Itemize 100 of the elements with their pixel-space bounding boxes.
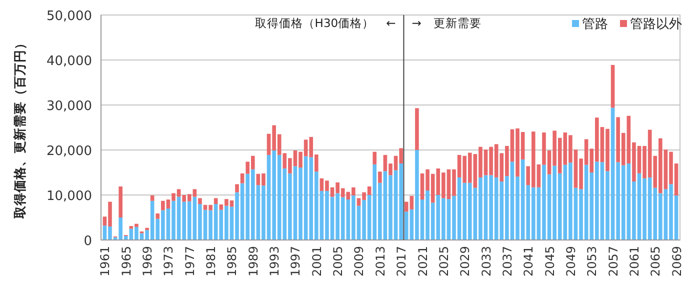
bar xyxy=(330,187,334,197)
bar xyxy=(542,132,546,165)
x-tick-label: 2049 xyxy=(564,246,578,277)
bar xyxy=(552,166,556,240)
bar xyxy=(574,188,578,240)
x-tick-label: 2033 xyxy=(479,246,494,277)
x-tick-label: 2057 xyxy=(606,246,620,277)
bar xyxy=(563,132,568,165)
bar xyxy=(235,184,239,192)
bar xyxy=(134,226,138,240)
x-tick-label: 2021 xyxy=(416,246,430,277)
x-tick-label: 2065 xyxy=(648,246,663,277)
bar xyxy=(145,230,149,240)
bar xyxy=(531,187,536,240)
bar xyxy=(552,130,556,166)
bar xyxy=(388,175,392,240)
x-tick-label: 1981 xyxy=(204,246,218,277)
bar xyxy=(367,195,372,240)
bar xyxy=(500,182,504,240)
bar xyxy=(340,188,345,198)
bar xyxy=(304,156,308,240)
bar xyxy=(621,132,626,166)
bar xyxy=(510,162,514,240)
bar xyxy=(224,206,228,240)
bar xyxy=(626,164,631,240)
y-tick-label: 10,000 xyxy=(46,189,92,204)
bar xyxy=(176,189,181,197)
legend-label: 管路以外 xyxy=(630,17,682,32)
bar xyxy=(404,202,408,212)
bar xyxy=(293,166,298,240)
y-tick-label: 30,000 xyxy=(46,99,92,114)
bar xyxy=(277,154,282,240)
bar xyxy=(250,156,255,170)
bar xyxy=(362,200,366,240)
bar xyxy=(642,178,646,240)
x-tick-label: 2001 xyxy=(310,246,324,277)
bar xyxy=(426,169,430,190)
bar xyxy=(516,128,520,177)
bar xyxy=(536,164,541,188)
bar xyxy=(442,172,446,198)
bar xyxy=(161,200,165,210)
bar xyxy=(262,173,266,186)
x-tick-label: 2069 xyxy=(670,246,684,277)
bar xyxy=(674,195,678,240)
bar xyxy=(536,187,541,240)
bar xyxy=(394,156,398,170)
bar xyxy=(352,195,356,240)
bar xyxy=(118,218,122,240)
bar xyxy=(606,171,610,240)
bar xyxy=(669,184,673,240)
bar xyxy=(156,218,160,240)
bar xyxy=(600,127,604,162)
bar xyxy=(452,196,456,240)
bar xyxy=(563,164,568,240)
x-tick-label: 2025 xyxy=(436,246,451,277)
bar xyxy=(298,168,302,240)
bar xyxy=(378,172,382,183)
x-tick-label: 2029 xyxy=(458,246,472,277)
bar xyxy=(547,150,552,174)
bar xyxy=(134,224,138,227)
bar xyxy=(352,187,356,196)
bar xyxy=(430,202,435,240)
bar xyxy=(526,185,530,240)
bar xyxy=(166,200,170,208)
bar xyxy=(108,202,112,226)
bar xyxy=(484,175,488,240)
bar xyxy=(309,157,314,240)
bar xyxy=(590,172,594,240)
bar xyxy=(362,192,366,200)
bar xyxy=(574,150,578,188)
bar xyxy=(336,193,340,240)
bar xyxy=(330,196,334,240)
bar xyxy=(246,162,250,174)
bar xyxy=(584,139,588,165)
bar xyxy=(600,162,604,240)
bar xyxy=(378,182,382,240)
bar xyxy=(356,206,361,240)
bar xyxy=(658,193,662,240)
bar xyxy=(669,152,673,184)
bar xyxy=(579,158,583,190)
bar xyxy=(468,182,472,240)
bar xyxy=(124,236,128,240)
y-axis-title: 取得価格、更新需要（百万円） xyxy=(12,36,27,220)
bar xyxy=(293,150,298,166)
bar xyxy=(436,168,440,195)
bar xyxy=(340,197,345,240)
bar xyxy=(182,195,186,202)
bar xyxy=(246,174,250,240)
bar xyxy=(558,138,562,174)
bar xyxy=(240,183,244,240)
bar xyxy=(219,204,224,210)
bar xyxy=(309,136,314,158)
bar xyxy=(266,134,271,155)
x-tick-label: 2045 xyxy=(542,246,557,277)
x-tick-label: 1977 xyxy=(182,246,197,277)
bar xyxy=(420,173,424,200)
bar xyxy=(288,158,292,174)
bar xyxy=(410,196,414,210)
bar xyxy=(346,200,350,240)
bar xyxy=(579,189,583,240)
